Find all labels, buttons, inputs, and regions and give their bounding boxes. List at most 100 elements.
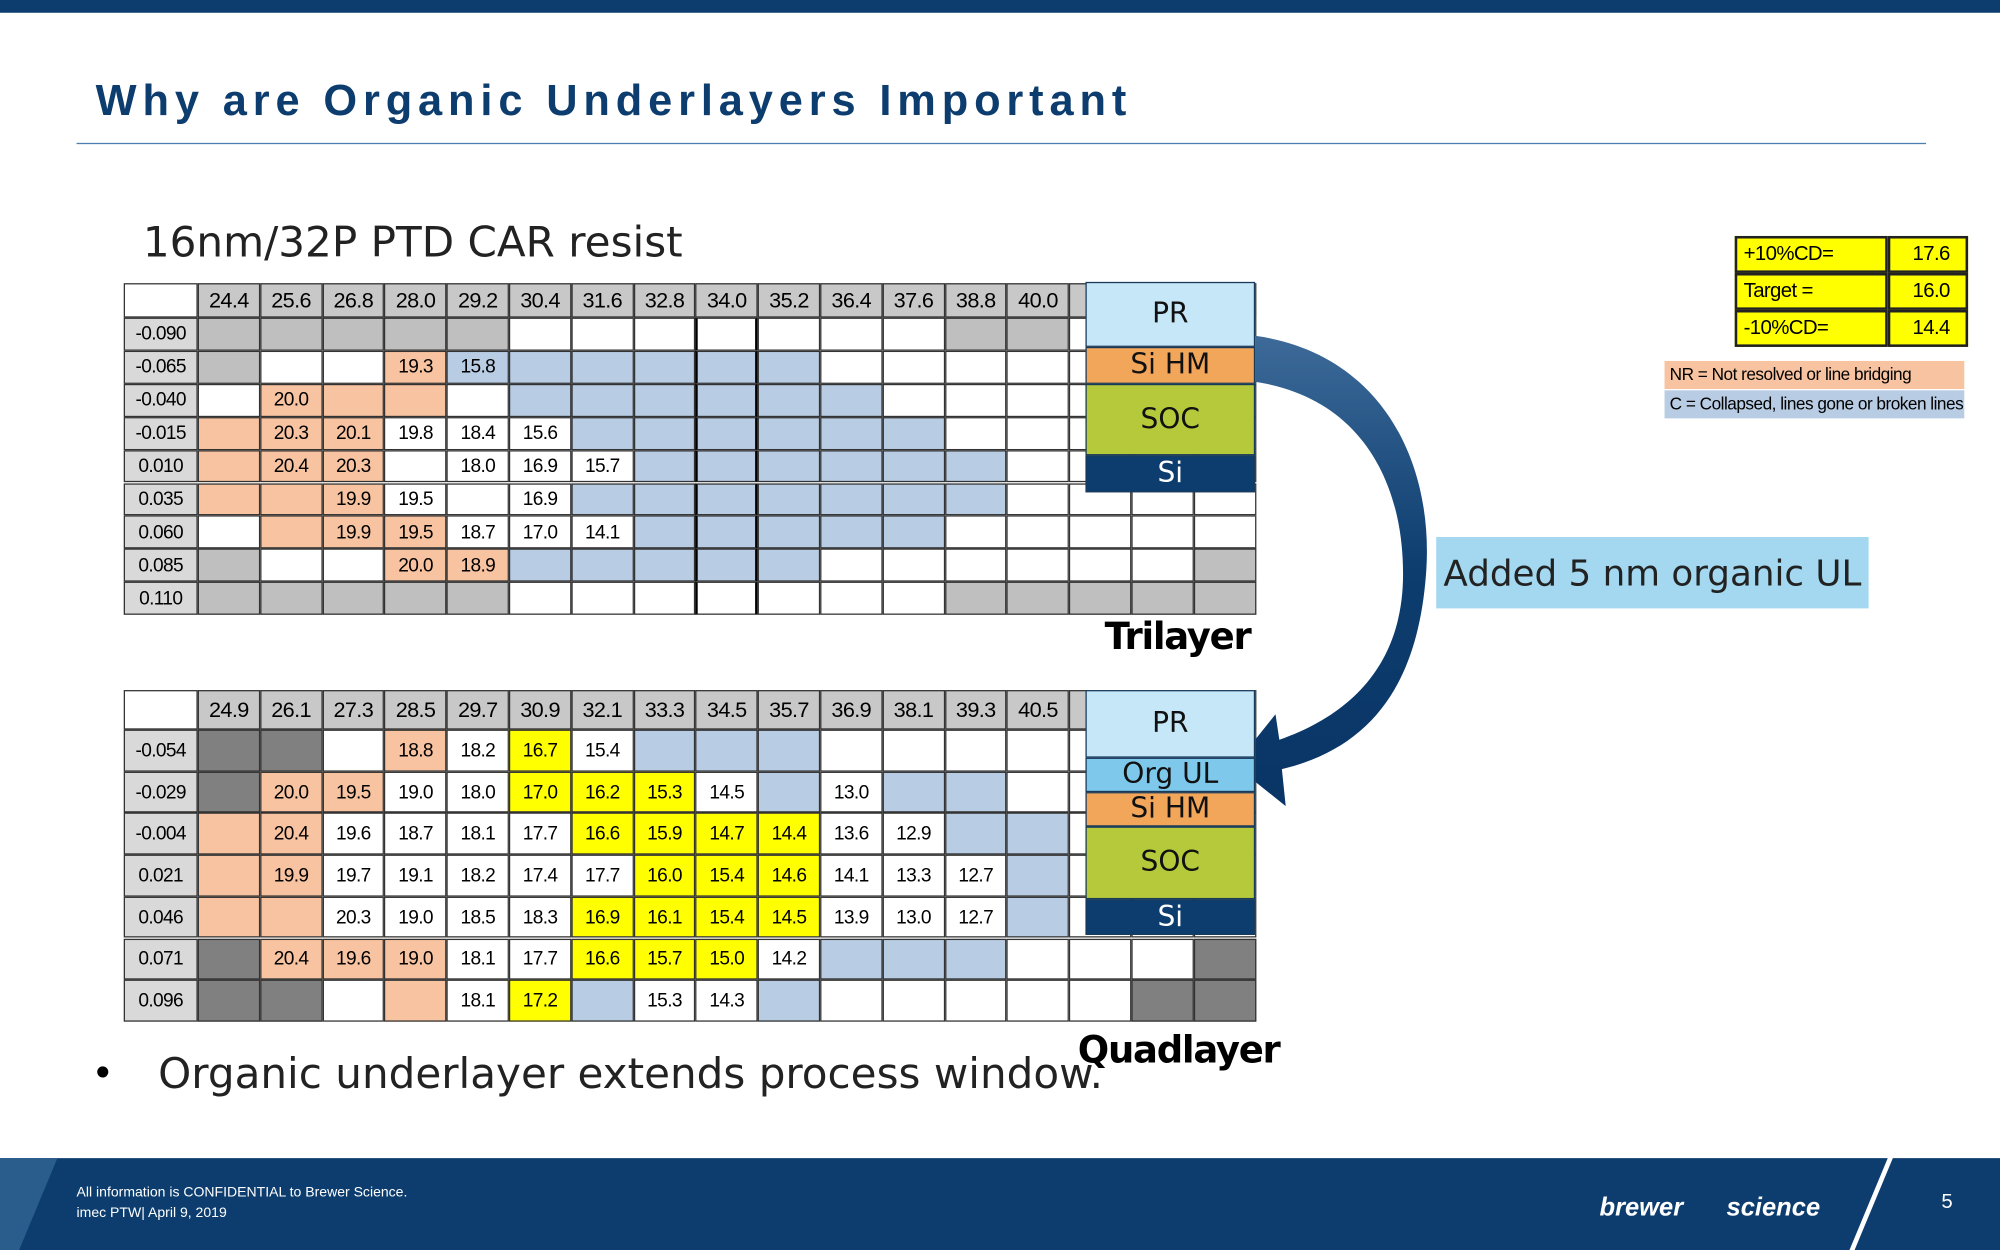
layer: Si bbox=[1085, 899, 1256, 935]
data-cell bbox=[757, 350, 821, 384]
data-cell: 18.2 bbox=[446, 729, 509, 772]
data-cell bbox=[944, 350, 1007, 384]
data-cell bbox=[1131, 938, 1194, 980]
data-cell: 19.9 bbox=[322, 515, 385, 549]
data-cell bbox=[882, 383, 945, 417]
legend-cell: Target = bbox=[1734, 272, 1888, 310]
data-cell bbox=[1069, 979, 1132, 1022]
legend-cell: +10%CD= bbox=[1734, 235, 1888, 273]
row-header: 0.060 bbox=[123, 515, 198, 549]
data-cell bbox=[1193, 515, 1256, 549]
row-header: -0.029 bbox=[123, 771, 198, 813]
row-header: 0.110 bbox=[123, 581, 198, 615]
data-cell bbox=[757, 979, 821, 1022]
data-cell bbox=[1193, 979, 1256, 1022]
footer-accent bbox=[0, 1158, 58, 1250]
data-cell bbox=[446, 317, 509, 351]
data-cell bbox=[882, 938, 945, 980]
data-cell: 19.1 bbox=[384, 854, 447, 897]
data-cell: 18.1 bbox=[446, 812, 509, 855]
data-cell bbox=[882, 548, 945, 582]
data-cell bbox=[384, 317, 447, 351]
data-cell: 14.1 bbox=[571, 515, 634, 549]
data-cell bbox=[944, 979, 1007, 1022]
data-cell: 13.6 bbox=[820, 812, 883, 855]
logo-word: science bbox=[1726, 1193, 1821, 1222]
data-cell bbox=[944, 581, 1007, 615]
data-cell bbox=[944, 317, 1007, 351]
data-cell: 19.7 bbox=[322, 854, 385, 897]
row-header: 0.071 bbox=[123, 938, 198, 980]
data-cell bbox=[820, 979, 883, 1022]
data-cell bbox=[446, 482, 509, 516]
data-cell bbox=[757, 317, 821, 351]
data-cell bbox=[197, 896, 260, 939]
data-cell bbox=[633, 350, 696, 384]
data-cell bbox=[695, 581, 758, 615]
data-cell bbox=[757, 729, 821, 772]
data-cell: 16.1 bbox=[633, 896, 696, 939]
data-cell bbox=[757, 449, 821, 483]
legend-cell: 14.4 bbox=[1887, 309, 1969, 347]
data-cell bbox=[1006, 979, 1070, 1022]
data-cell bbox=[446, 383, 509, 417]
data-cell bbox=[322, 979, 385, 1022]
footer-left bbox=[0, 1158, 1888, 1250]
data-cell bbox=[633, 416, 696, 450]
column-header: 34.5 bbox=[695, 690, 758, 730]
data-cell: 20.4 bbox=[259, 449, 323, 483]
row-header: -0.065 bbox=[123, 350, 198, 384]
data-cell bbox=[1006, 812, 1070, 855]
data-cell: 19.5 bbox=[322, 771, 385, 813]
data-cell: 19.9 bbox=[259, 854, 323, 897]
data-cell bbox=[820, 729, 883, 772]
data-cell bbox=[944, 449, 1007, 483]
data-cell: 15.3 bbox=[633, 979, 696, 1022]
layer: SOC bbox=[1085, 826, 1256, 900]
data-cell: 19.0 bbox=[384, 938, 447, 980]
data-cell bbox=[197, 854, 260, 897]
data-cell: 19.0 bbox=[384, 896, 447, 939]
data-cell bbox=[1131, 548, 1194, 582]
data-cell bbox=[197, 938, 260, 980]
data-cell bbox=[1006, 416, 1070, 450]
data-cell bbox=[384, 581, 447, 615]
data-cell: 17.7 bbox=[508, 812, 572, 855]
data-cell: 15.7 bbox=[633, 938, 696, 980]
subtitle: 16nm/32P PTD CAR resist bbox=[142, 216, 683, 267]
data-cell bbox=[1131, 581, 1194, 615]
data-cell bbox=[633, 383, 696, 417]
data-cell bbox=[1006, 896, 1070, 939]
data-cell: 17.2 bbox=[508, 979, 572, 1022]
data-cell: 13.3 bbox=[882, 854, 945, 897]
data-cell bbox=[633, 581, 696, 615]
data-cell: 14.4 bbox=[757, 812, 821, 855]
data-cell bbox=[508, 383, 572, 417]
data-cell bbox=[944, 515, 1007, 549]
data-cell bbox=[259, 548, 323, 582]
data-cell: 18.5 bbox=[446, 896, 509, 939]
data-cell: 19.5 bbox=[384, 515, 447, 549]
data-cell: 18.0 bbox=[446, 771, 509, 813]
data-cell bbox=[1069, 938, 1132, 980]
data-cell: 20.4 bbox=[259, 938, 323, 980]
layer: SOC bbox=[1085, 383, 1256, 456]
data-cell bbox=[882, 482, 945, 516]
column-header: 36.4 bbox=[820, 283, 883, 318]
row-header: -0.054 bbox=[123, 729, 198, 772]
data-cell bbox=[259, 729, 323, 772]
data-cell bbox=[259, 482, 323, 516]
data-cell: 20.3 bbox=[259, 416, 323, 450]
data-cell bbox=[633, 548, 696, 582]
data-cell bbox=[571, 317, 634, 351]
row-header: -0.004 bbox=[123, 812, 198, 855]
data-cell bbox=[322, 729, 385, 772]
data-cell bbox=[882, 979, 945, 1022]
data-cell bbox=[820, 482, 883, 516]
corner-cell bbox=[123, 690, 198, 730]
data-cell: 15.3 bbox=[633, 771, 696, 813]
data-cell bbox=[508, 581, 572, 615]
corner-cell bbox=[123, 283, 198, 318]
column-header: 39.3 bbox=[944, 690, 1007, 730]
